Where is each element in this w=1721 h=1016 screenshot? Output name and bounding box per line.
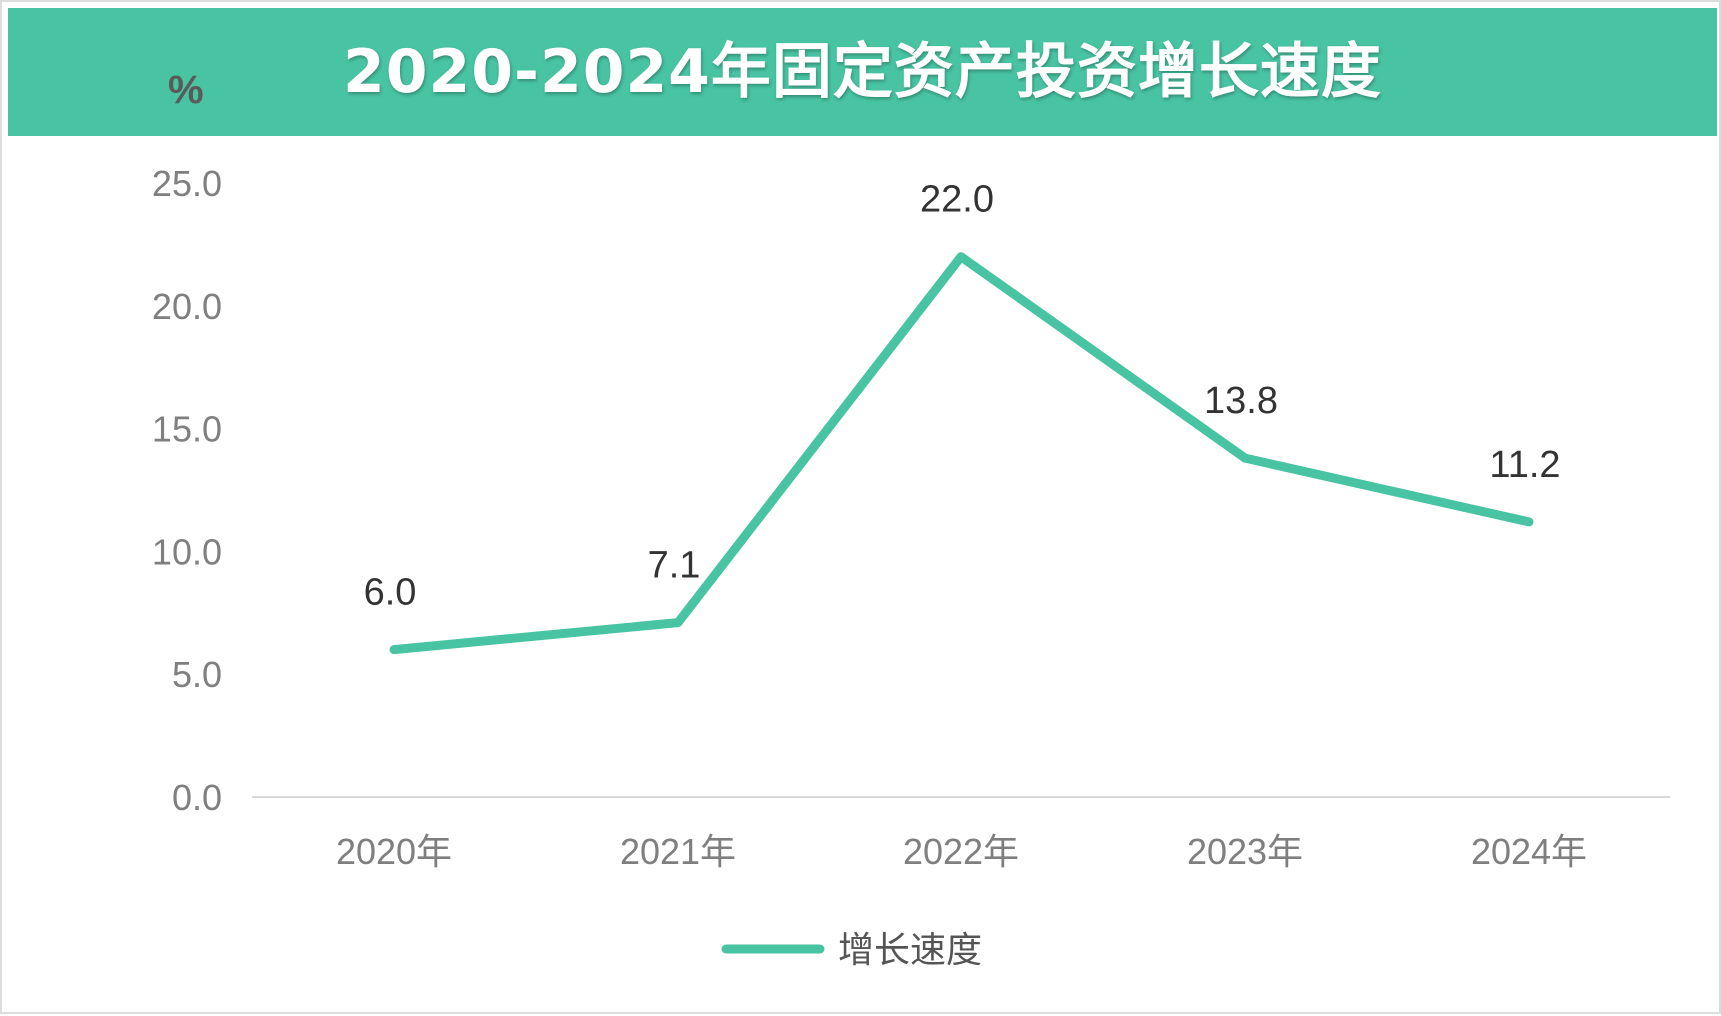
x-tick-label: 2020年 [336, 831, 452, 872]
data-label: 6.0 [364, 572, 417, 614]
data-label: 13.8 [1204, 380, 1278, 422]
series-line [389, 252, 1534, 655]
legend: 增长速度 [721, 930, 982, 971]
y-tick-label: 25.0 [152, 163, 222, 204]
x-tick-label: 2021年 [620, 831, 736, 872]
y-tick-label: 10.0 [152, 531, 222, 572]
chart-title: 2020-2024年固定资产投资增长速度 [343, 37, 1382, 107]
y-tick-label: 15.0 [152, 409, 222, 450]
data-label: 22.0 [920, 179, 994, 221]
data-label: 7.1 [648, 545, 701, 587]
x-tick-label: 2023年 [1187, 831, 1303, 872]
y-axis-ticks: 0.0 5.0 10.0 15.0 20.0 25.0 [152, 163, 222, 818]
y-tick-label: 5.0 [172, 654, 222, 695]
y-tick-label: 20.0 [152, 286, 222, 327]
y-tick-label: 0.0 [172, 777, 222, 818]
x-tick-label: 2024年 [1471, 831, 1587, 872]
data-label: 11.2 [1489, 444, 1560, 486]
x-axis-ticks: 2020年 2021年 2022年 2023年 2024年 [336, 831, 1587, 872]
x-tick-label: 2022年 [903, 831, 1019, 872]
legend-label: 增长速度 [838, 930, 982, 971]
data-labels: 6.0 7.1 22.0 13.8 11.2 [364, 179, 1561, 614]
y-unit-label: % [168, 68, 204, 112]
title-bar: 2020-2024年固定资产投资增长速度 [8, 8, 1717, 136]
